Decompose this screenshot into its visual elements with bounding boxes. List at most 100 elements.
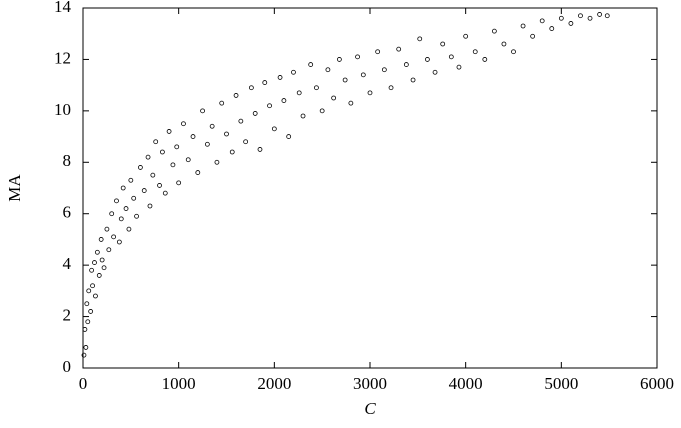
point bbox=[257, 147, 263, 152]
point bbox=[229, 149, 235, 155]
point bbox=[539, 18, 545, 24]
point bbox=[432, 69, 438, 75]
point bbox=[94, 249, 100, 255]
point bbox=[160, 149, 165, 155]
x-axis-label: C bbox=[364, 399, 376, 418]
point bbox=[185, 157, 191, 163]
point bbox=[491, 28, 497, 34]
point bbox=[89, 267, 95, 273]
point bbox=[137, 165, 143, 170]
point bbox=[96, 273, 102, 278]
point bbox=[111, 234, 117, 240]
point bbox=[597, 12, 602, 17]
point bbox=[181, 121, 186, 127]
point bbox=[190, 134, 196, 139]
x-tick-label: 2000 bbox=[257, 374, 291, 393]
point bbox=[82, 327, 88, 332]
point bbox=[147, 203, 153, 209]
point bbox=[482, 57, 488, 62]
point bbox=[558, 15, 564, 21]
point bbox=[214, 159, 220, 165]
point bbox=[141, 188, 147, 193]
y-tick-label: 12 bbox=[54, 48, 71, 67]
point bbox=[348, 100, 354, 106]
point bbox=[174, 144, 180, 150]
point bbox=[126, 226, 132, 232]
point bbox=[109, 211, 115, 217]
point bbox=[114, 198, 119, 204]
point bbox=[308, 62, 314, 67]
point bbox=[520, 23, 526, 29]
point bbox=[92, 260, 97, 265]
point bbox=[128, 177, 134, 183]
point bbox=[248, 85, 254, 91]
point bbox=[403, 62, 409, 67]
point bbox=[166, 129, 172, 134]
point bbox=[101, 265, 107, 271]
point bbox=[472, 49, 478, 55]
point bbox=[501, 41, 507, 47]
point bbox=[331, 95, 337, 101]
point bbox=[448, 54, 454, 60]
point bbox=[116, 239, 122, 245]
point bbox=[604, 13, 610, 19]
point bbox=[120, 185, 126, 191]
point bbox=[440, 41, 446, 47]
point bbox=[388, 85, 394, 91]
y-tick-label: 8 bbox=[63, 151, 72, 170]
y-tick-label: 2 bbox=[63, 305, 72, 324]
plot-frame bbox=[82, 7, 658, 369]
x-tick-label: 1000 bbox=[162, 374, 196, 393]
point bbox=[219, 100, 225, 106]
point bbox=[118, 216, 124, 222]
y-tick-label: 4 bbox=[63, 254, 72, 273]
point bbox=[375, 49, 381, 55]
point bbox=[209, 123, 215, 129]
point bbox=[262, 80, 268, 85]
point bbox=[233, 93, 239, 98]
point bbox=[367, 90, 373, 96]
point bbox=[530, 33, 536, 39]
point bbox=[157, 183, 162, 188]
point bbox=[153, 139, 159, 145]
point bbox=[463, 33, 469, 39]
point bbox=[83, 345, 89, 350]
point bbox=[396, 46, 402, 52]
x-tick-label: 0 bbox=[79, 374, 88, 393]
point bbox=[252, 111, 258, 116]
point bbox=[123, 206, 129, 211]
y-tick-label: 6 bbox=[63, 203, 72, 222]
point bbox=[281, 98, 287, 103]
point bbox=[511, 49, 516, 55]
x-tick-label: 6000 bbox=[640, 374, 674, 393]
point bbox=[106, 247, 112, 253]
point bbox=[578, 13, 583, 19]
point bbox=[134, 213, 139, 219]
point bbox=[417, 36, 423, 42]
point bbox=[277, 75, 283, 80]
point bbox=[145, 154, 151, 160]
point bbox=[587, 15, 593, 21]
point bbox=[355, 54, 360, 60]
x-tick-label: 3000 bbox=[353, 374, 387, 393]
point bbox=[336, 57, 342, 62]
point bbox=[549, 26, 555, 31]
point bbox=[150, 172, 156, 178]
x-tick-label: 5000 bbox=[544, 374, 578, 393]
point bbox=[162, 190, 168, 196]
point bbox=[84, 301, 90, 307]
point bbox=[81, 352, 87, 358]
x-tick-label: 4000 bbox=[449, 374, 483, 393]
point bbox=[104, 226, 110, 232]
point bbox=[456, 64, 462, 70]
point bbox=[98, 237, 104, 242]
point bbox=[381, 67, 387, 73]
y-tick-label: 14 bbox=[54, 0, 72, 16]
y-tick-label: 0 bbox=[63, 357, 72, 376]
point bbox=[85, 319, 91, 325]
point bbox=[238, 118, 244, 124]
point bbox=[360, 72, 366, 78]
point bbox=[176, 180, 182, 186]
point bbox=[131, 195, 137, 201]
